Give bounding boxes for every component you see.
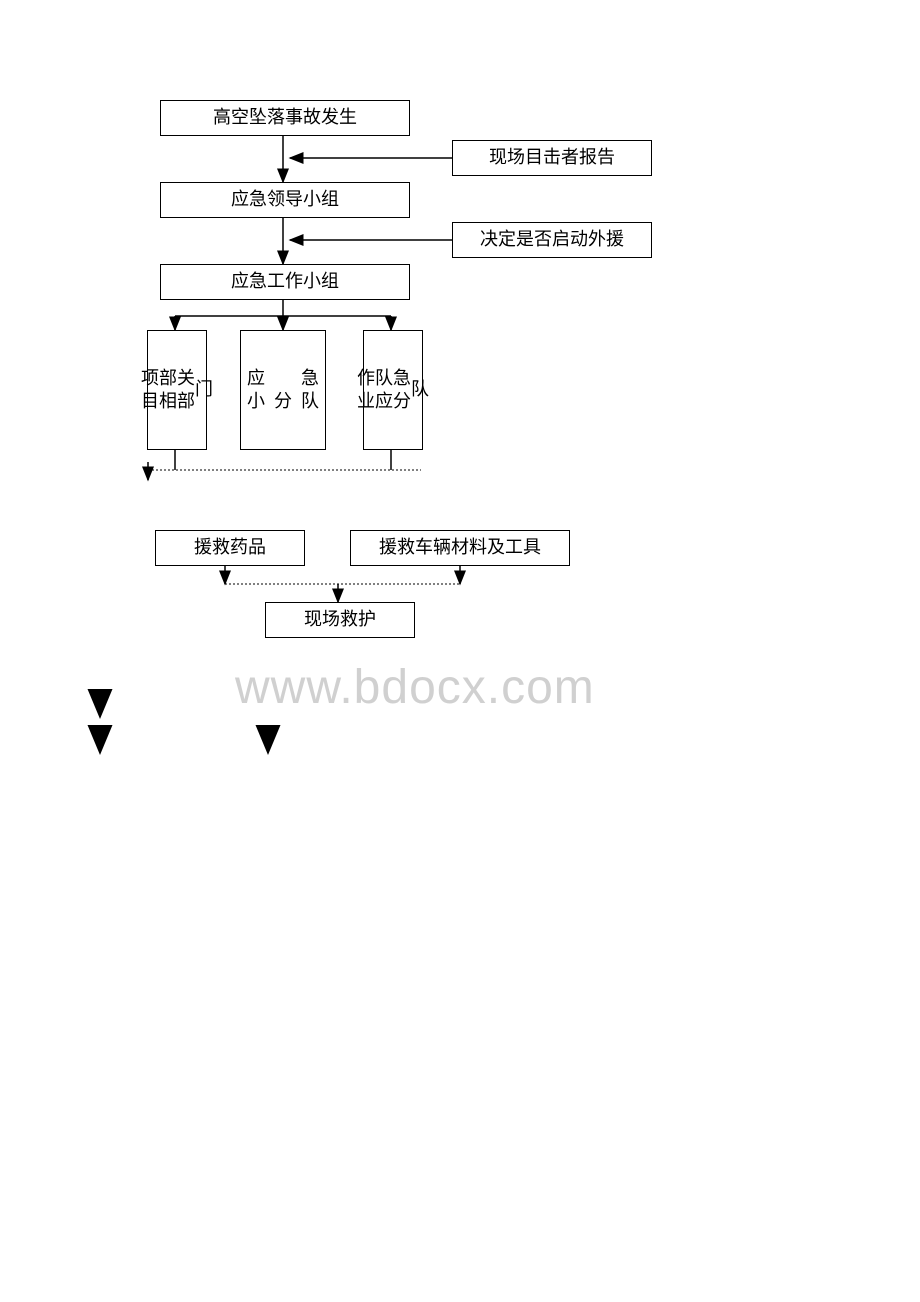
node-project-dept: 项目部相关部门	[147, 330, 207, 450]
node-rescue-vehicle-tools: 援救车辆材料及工具	[350, 530, 570, 566]
node-onsite-rescue: 现场救护	[265, 602, 415, 638]
watermark-text: www.bdocx.com	[235, 660, 595, 715]
node-emergency-work-group: 应急工作小组	[160, 264, 410, 300]
node-rescue-medicine: 援救药品	[155, 530, 305, 566]
node-witness-report: 现场目击者报告	[452, 140, 652, 176]
node-emergency-leadership: 应急领导小组	[160, 182, 410, 218]
node-accident-occur: 高空坠落事故发生	[160, 100, 410, 136]
node-decide-external-aid: 决定是否启动外援	[452, 222, 652, 258]
node-operation-team: 作业队应急分队	[363, 330, 423, 450]
node-emergency-squad: 应 小 分急 队	[240, 330, 326, 450]
flowchart-connectors	[0, 0, 920, 1302]
